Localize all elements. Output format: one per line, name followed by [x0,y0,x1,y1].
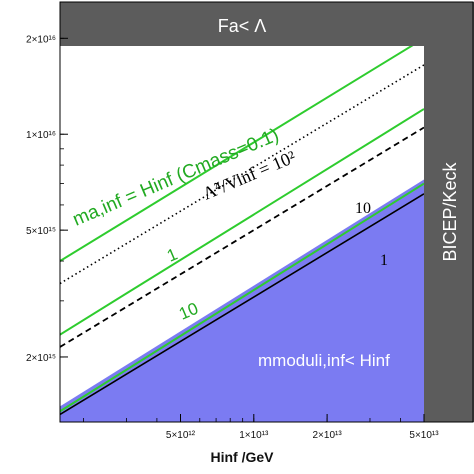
y-tick-label: 1×10¹⁶ [26,130,56,141]
series-line-green-solid-2 [60,182,424,413]
y-tick-label: 5×10¹⁵ [26,226,56,237]
x-axis-label: Hinf /GeV [210,449,274,465]
series-line-green-solid-1 [60,108,424,336]
black-10-label: 10 [355,200,371,217]
y-tick-label: 2×10¹⁶ [26,34,56,45]
moduli-region-label: mmoduli,inf< Hinf [258,351,390,370]
series-line-green-solid-0 [60,37,424,262]
plot-area [60,2,424,422]
x-tick-label: 5×10¹³ [409,430,439,441]
series-line-black-solid-5 [60,193,424,416]
top-band-label: Fa< Λ [218,16,267,36]
y-tick-label: 2×10¹⁵ [26,353,56,364]
series-layer [60,37,424,416]
right-excluded-band [424,2,474,422]
series-line-black-dashed-4 [60,126,424,348]
series-line-black-dotted-3 [60,64,424,285]
axis-layer: 5×10¹² 1×10¹³ 2×10¹³ 5×10¹³ 2×10¹⁵ 5×10¹⁵ 1×10… [26,34,439,441]
right-band-label: BICEP/Keck [440,161,460,261]
black-1-label: 1 [380,252,388,269]
plot-frame [59,1,474,423]
top-excluded-band [60,2,424,46]
x-tick-label: 1×10¹³ [239,430,269,441]
x-tick-label: 2×10¹³ [313,430,343,441]
x-tick-label: 5×10¹² [166,430,196,441]
